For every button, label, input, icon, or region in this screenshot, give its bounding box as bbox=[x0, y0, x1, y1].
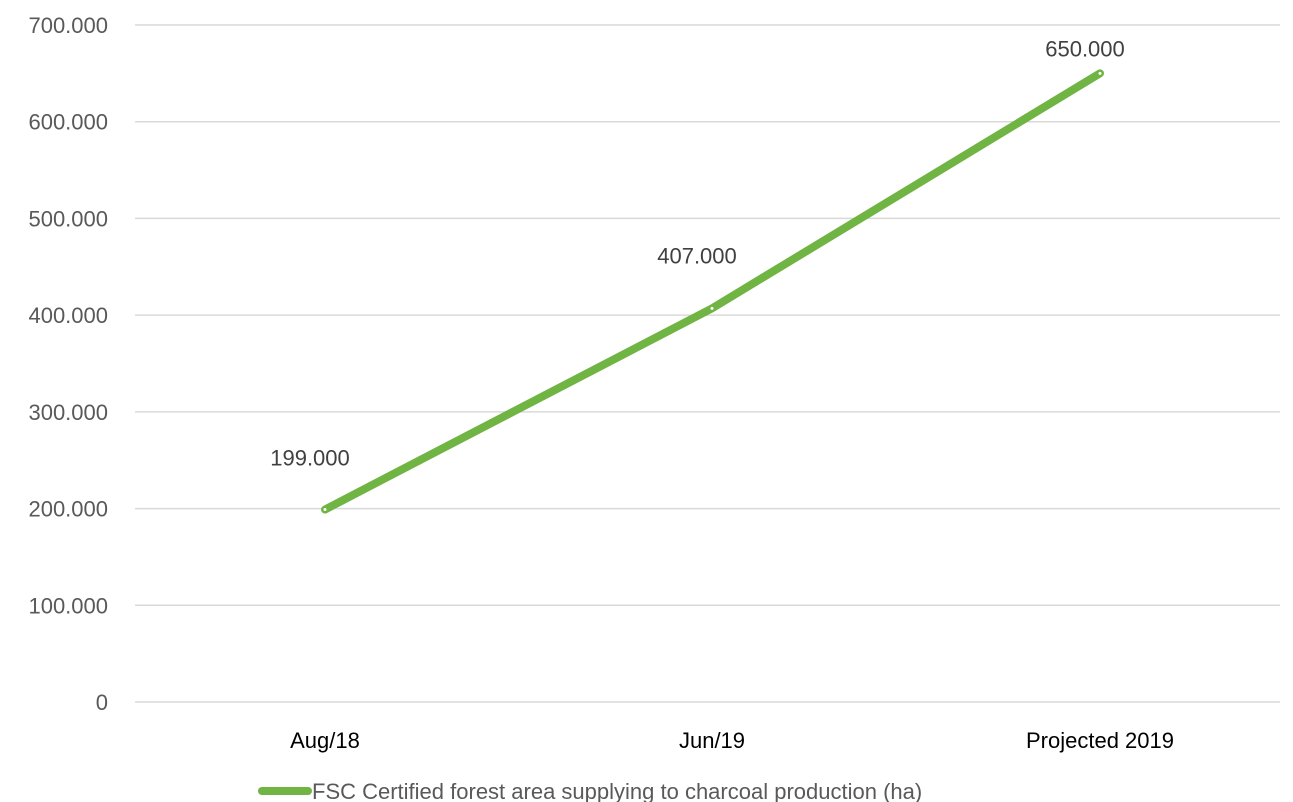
x-tick-label: Aug/18 bbox=[290, 728, 360, 753]
series-line bbox=[321, 69, 1104, 514]
data-point bbox=[710, 306, 714, 310]
x-tick-label: Projected 2019 bbox=[1026, 728, 1174, 753]
series-lines bbox=[321, 69, 1104, 514]
data-label: 650.000 bbox=[1045, 36, 1125, 61]
gridlines bbox=[135, 24, 1280, 703]
y-tick-label: 300.000 bbox=[28, 400, 108, 425]
y-tick-label: 700.000 bbox=[28, 13, 108, 38]
data-point bbox=[1098, 71, 1102, 75]
y-axis-tick-labels: 0 100.000 200.000 300.000 400.000 500.000 600.… bbox=[28, 13, 108, 715]
legend: FSC Certified forest area supplying to c… bbox=[258, 779, 922, 802]
y-tick-label: 0 bbox=[96, 690, 108, 715]
x-tick-label: Jun/19 bbox=[679, 728, 745, 753]
data-point bbox=[323, 508, 327, 512]
x-axis-tick-labels: Aug/18 Jun/19 Projected 2019 bbox=[290, 728, 1174, 753]
y-tick-label: 200.000 bbox=[28, 497, 108, 522]
y-tick-label: 100.000 bbox=[28, 593, 108, 618]
data-labels: 199.000 407.000 650.000 bbox=[270, 36, 1125, 470]
legend-label: FSC Certified forest area supplying to c… bbox=[312, 779, 922, 802]
y-tick-label: 400.000 bbox=[28, 303, 108, 328]
data-label: 407.000 bbox=[657, 243, 737, 268]
y-tick-label: 600.000 bbox=[28, 110, 108, 135]
y-tick-label: 500.000 bbox=[28, 206, 108, 231]
data-label: 199.000 bbox=[270, 446, 350, 471]
